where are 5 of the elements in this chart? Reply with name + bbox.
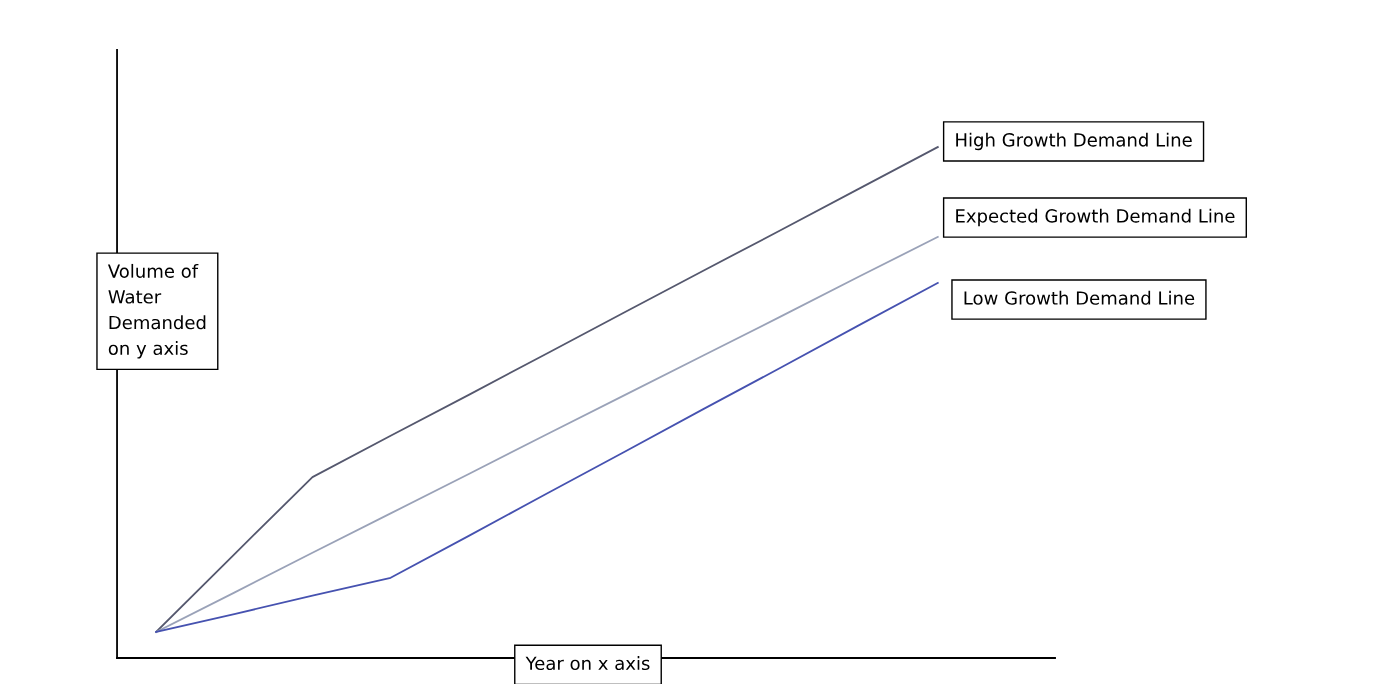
y-axis-title: Volume of Water Demanded on y axis bbox=[107, 263, 206, 359]
series-label: High Growth Demand Line bbox=[956, 132, 1192, 151]
series-label: Low Growth Demand Line bbox=[964, 290, 1195, 305]
series-label: Expected Growth Demand Line bbox=[956, 208, 1235, 227]
x-axis-title: Year on x axis bbox=[525, 656, 650, 671]
